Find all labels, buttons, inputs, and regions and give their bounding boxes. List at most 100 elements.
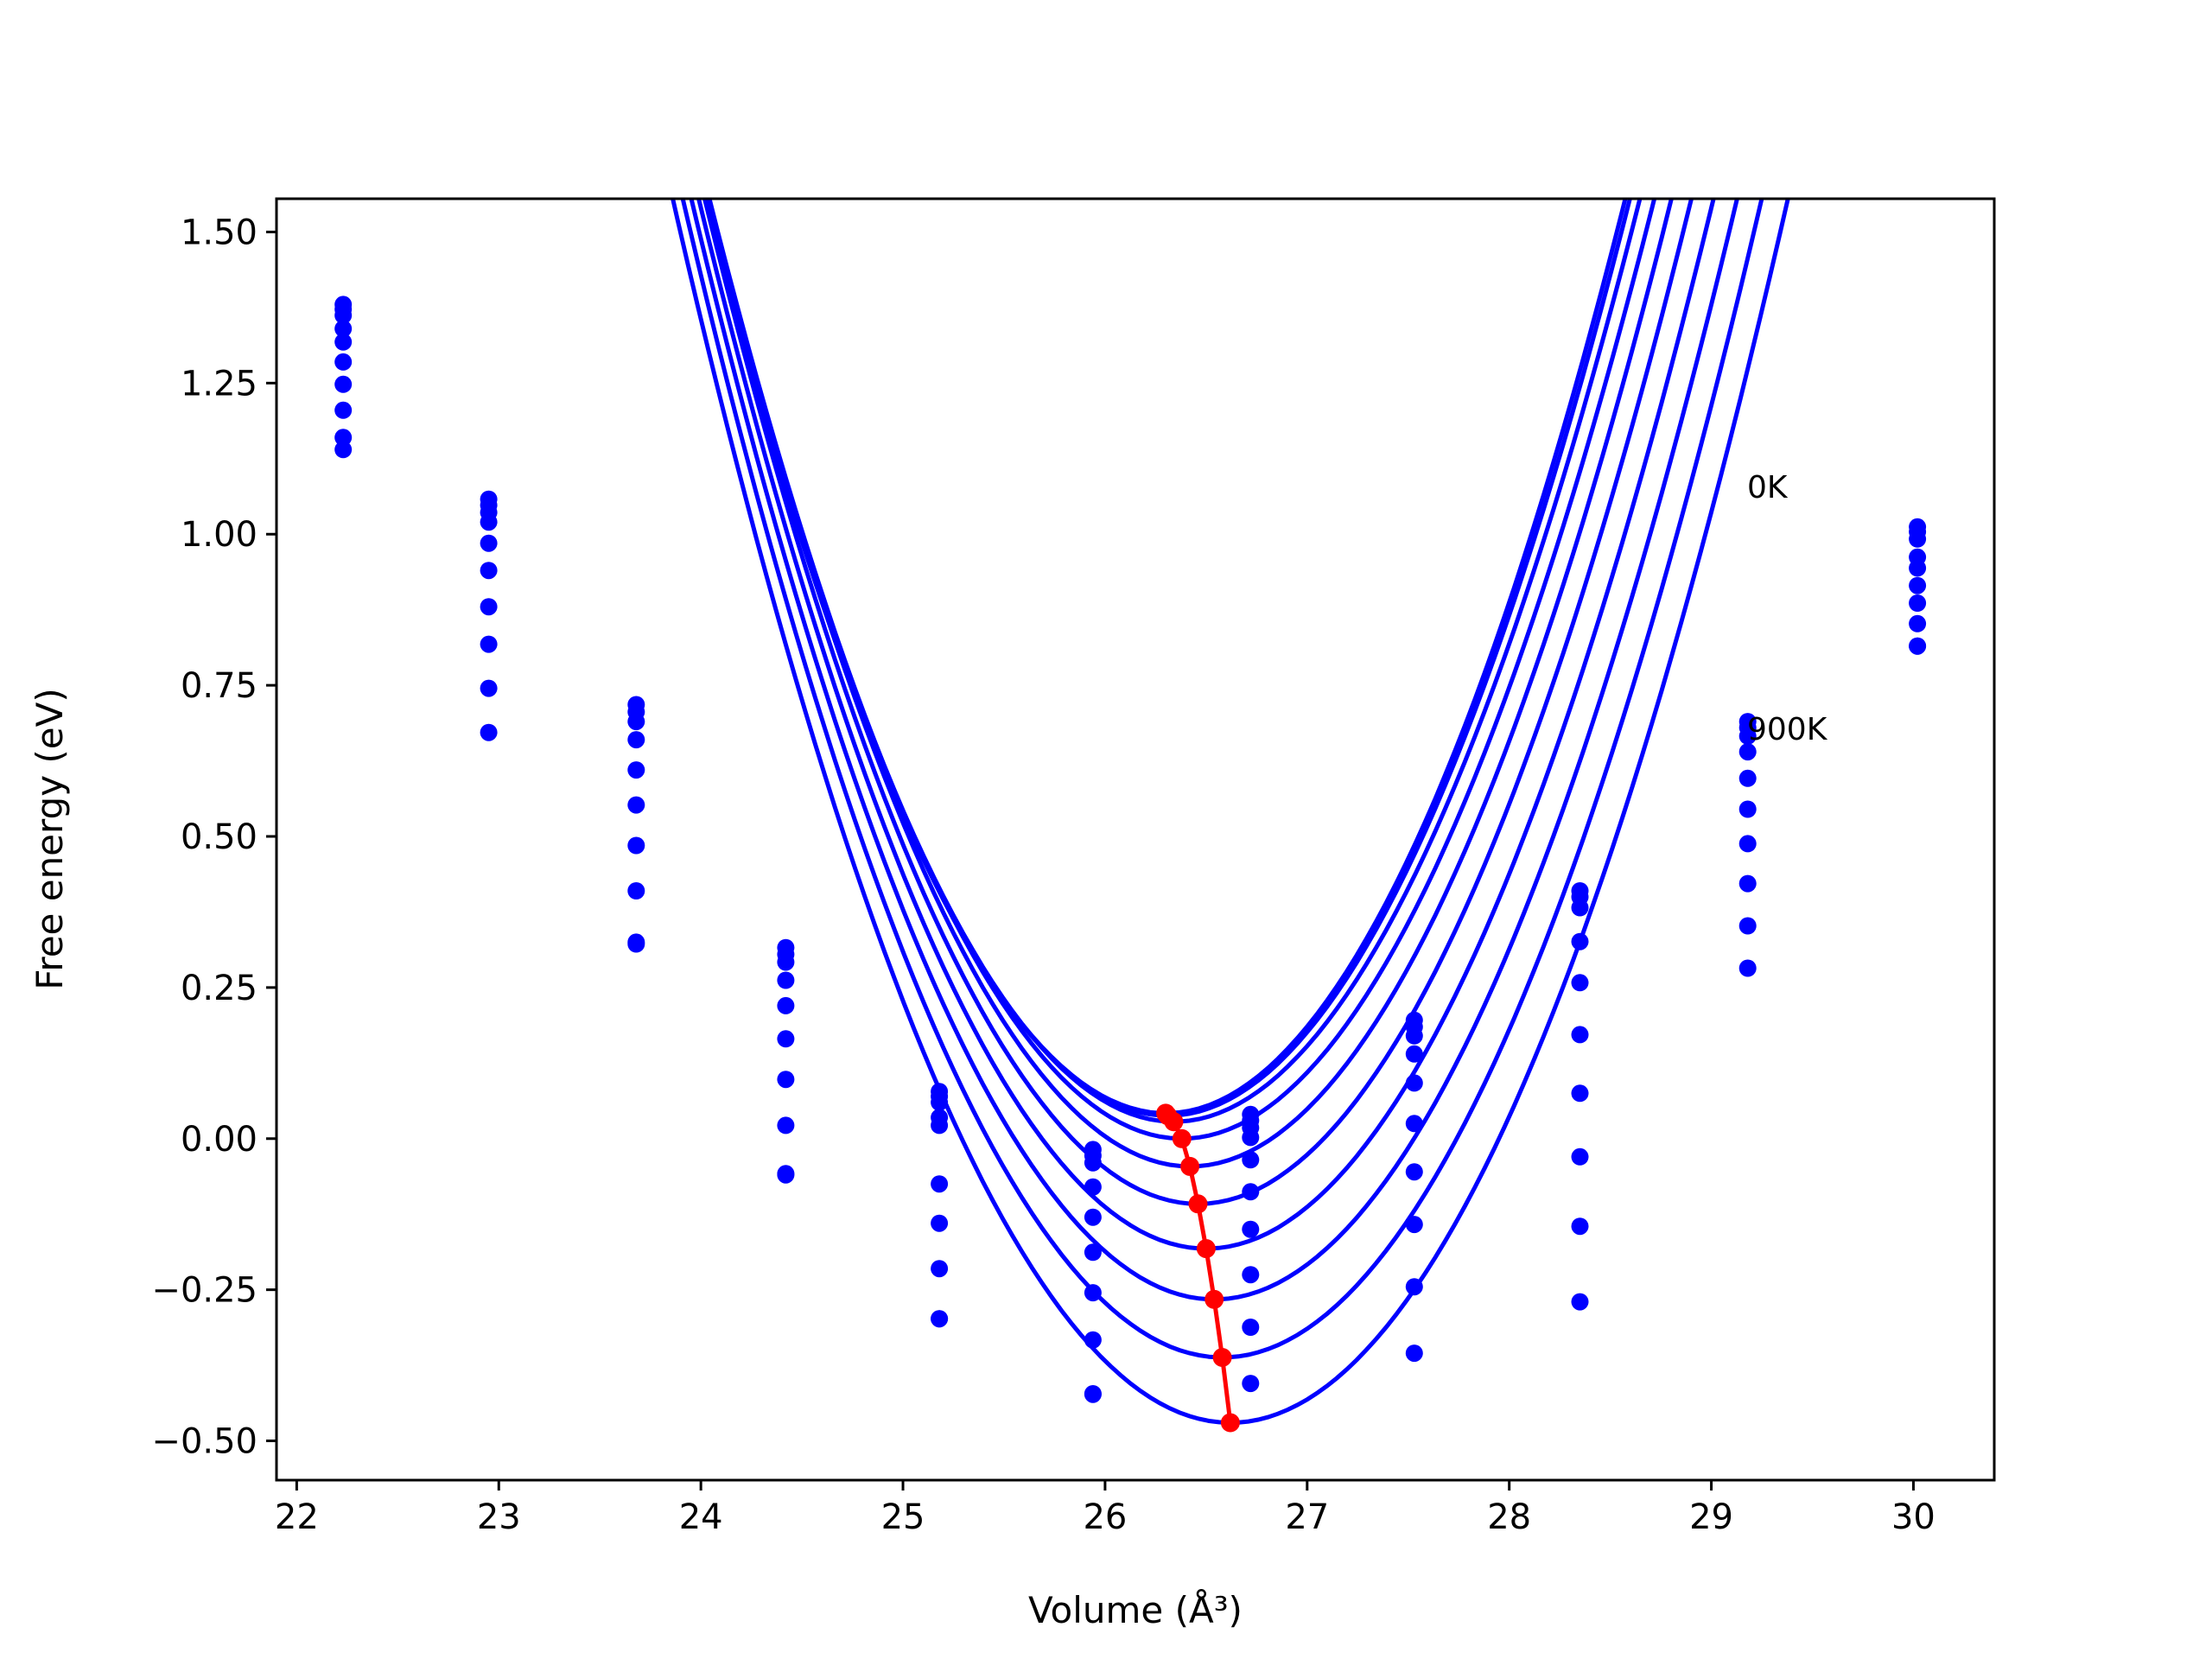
- y-tick-label: 0.75: [181, 666, 257, 706]
- data-point: [480, 513, 498, 531]
- data-point: [334, 307, 353, 324]
- data-point: [1738, 917, 1757, 935]
- data-points: [334, 296, 1927, 1403]
- data-point: [777, 971, 795, 989]
- data-point: [931, 1175, 949, 1193]
- data-point: [1242, 1183, 1260, 1201]
- x-tick-label: 29: [1689, 1497, 1733, 1537]
- data-point: [480, 723, 498, 741]
- minimum-point: [1164, 1112, 1184, 1132]
- fit-curves: [671, 199, 1790, 1426]
- data-point: [1084, 1208, 1102, 1226]
- data-point: [1738, 727, 1757, 745]
- data-point: [1738, 743, 1757, 761]
- data-point: [1571, 1293, 1589, 1311]
- y-tick-label: 0.50: [181, 817, 257, 857]
- minima-path: [1164, 1111, 1233, 1423]
- data-point: [777, 1030, 795, 1048]
- data-point: [1738, 800, 1757, 818]
- data-point: [931, 1260, 949, 1278]
- x-axis-label: Volume (Å³): [1028, 1588, 1243, 1631]
- data-point: [1909, 576, 1927, 594]
- y-axis-label: Free energy (eV): [29, 688, 71, 990]
- data-point: [1405, 1163, 1423, 1181]
- data-point: [334, 353, 353, 371]
- data-point: [627, 882, 645, 899]
- x-tick-label: 30: [1891, 1497, 1936, 1537]
- data-point: [1242, 1266, 1260, 1284]
- data-point: [627, 933, 645, 951]
- data-point: [1084, 1243, 1102, 1262]
- minimum-point: [1205, 1289, 1224, 1309]
- y-tick-label: 0.00: [181, 1120, 257, 1160]
- plot-frame: [275, 197, 1996, 1482]
- x-tick-label: 25: [881, 1497, 925, 1537]
- data-point: [334, 441, 353, 459]
- data-point: [1738, 835, 1757, 853]
- data-point: [1084, 1154, 1102, 1172]
- fit-curve-9: [671, 199, 1790, 1426]
- fit-curve-1: [702, 199, 1632, 1118]
- data-point: [1405, 1216, 1423, 1234]
- data-point: [1738, 959, 1757, 977]
- data-point: [777, 1071, 795, 1089]
- y-axis: −0.50 −0.25 0.00 0.25 0.50 0.75 1.00 1.25 1.50: [151, 213, 276, 1462]
- x-tick-label: 27: [1285, 1497, 1329, 1537]
- data-point: [931, 1116, 949, 1135]
- data-point: [334, 401, 353, 419]
- y-tick-label: −0.50: [151, 1422, 257, 1462]
- data-point: [1571, 1217, 1589, 1236]
- data-point: [1242, 1375, 1260, 1393]
- data-point: [777, 953, 795, 971]
- data-point: [1571, 1084, 1589, 1103]
- minimum-point: [1172, 1128, 1192, 1148]
- data-point: [1242, 1151, 1260, 1169]
- annotation-900k: 900K: [1747, 712, 1828, 747]
- data-point: [931, 1310, 949, 1328]
- data-point: [480, 534, 498, 552]
- fit-curve-2: [705, 199, 1643, 1124]
- data-point: [777, 996, 795, 1014]
- data-point: [1909, 530, 1927, 548]
- data-point: [1571, 1026, 1589, 1044]
- x-tick-label: 26: [1083, 1497, 1127, 1537]
- minimum-point: [1212, 1348, 1232, 1367]
- data-point: [1405, 1045, 1423, 1063]
- data-point: [1405, 1278, 1423, 1296]
- data-point: [334, 333, 353, 351]
- annotation-0k: 0K: [1747, 470, 1789, 505]
- x-tick-label: 24: [679, 1497, 723, 1537]
- data-point: [1084, 1284, 1102, 1302]
- x-axis: 22 23 24 25 26 27 28 29 30: [275, 1480, 1936, 1537]
- data-point: [1571, 899, 1589, 917]
- data-point: [1084, 1385, 1102, 1403]
- data-point: [334, 320, 353, 338]
- fit-curve-5: [702, 199, 1694, 1206]
- y-tick-label: −0.25: [151, 1271, 257, 1311]
- data-point: [1909, 594, 1927, 612]
- minimum-point: [1180, 1156, 1200, 1176]
- data-point: [480, 679, 498, 697]
- fit-curve-3: [707, 199, 1657, 1141]
- data-point: [334, 429, 353, 447]
- data-point: [627, 761, 645, 779]
- minimum-point: [1196, 1239, 1216, 1259]
- minima-line: [1156, 1103, 1240, 1433]
- fit-curve-7: [689, 199, 1739, 1302]
- data-point: [1084, 1178, 1102, 1196]
- data-point: [627, 713, 645, 731]
- minimum-point: [1220, 1413, 1240, 1433]
- data-point: [627, 836, 645, 855]
- y-tick-label: 1.00: [181, 515, 257, 555]
- data-point: [480, 598, 498, 616]
- data-point: [334, 375, 353, 393]
- fit-curve-8: [680, 199, 1764, 1360]
- data-point: [1909, 637, 1927, 655]
- data-point: [1738, 769, 1757, 787]
- data-point: [1571, 932, 1589, 950]
- data-point: [1571, 974, 1589, 992]
- data-point: [627, 731, 645, 749]
- fit-curve-0: [703, 199, 1628, 1116]
- data-point: [777, 1116, 795, 1135]
- minimum-point: [1188, 1194, 1208, 1214]
